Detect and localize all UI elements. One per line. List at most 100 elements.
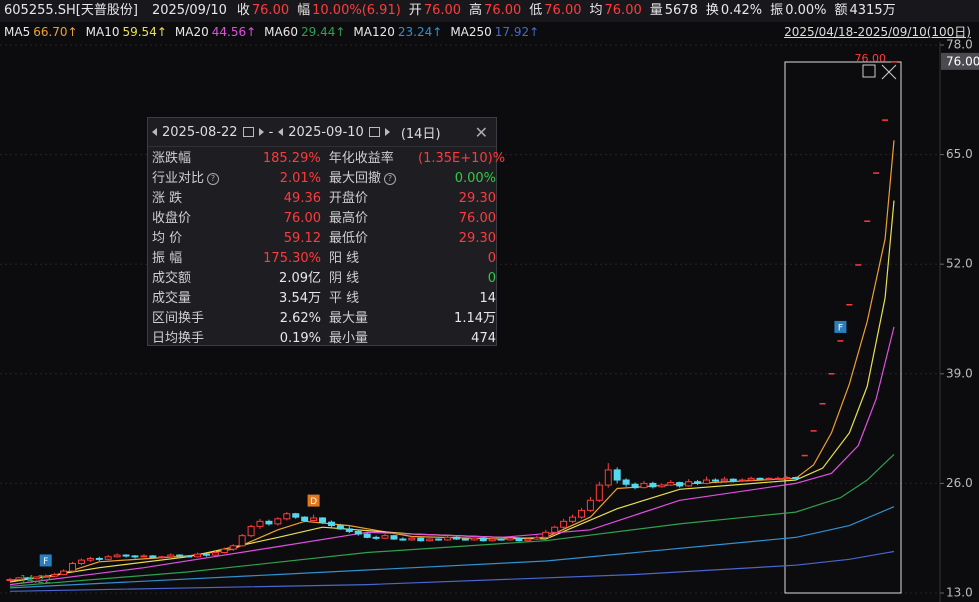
candle-body: [113, 554, 121, 558]
field-label: 量: [649, 3, 663, 18]
end-date[interactable]: 2025-09-10: [288, 124, 364, 140]
ma-label: MA120: [353, 25, 395, 39]
candle-body: [15, 577, 23, 581]
stat-label-text: 成交额: [152, 271, 192, 286]
candle-body: [569, 516, 577, 522]
candle-body: [6, 579, 14, 582]
candle-body: [390, 535, 398, 540]
y-tick-label: 13.0: [946, 586, 973, 600]
stats-row: 均 价 59.12 最低价 29.30: [148, 229, 496, 249]
candle-body: [408, 537, 416, 541]
stats-row: 行业对比? 2.01% 最大回撤? 0.00%: [148, 169, 496, 189]
marker-box: [307, 494, 320, 507]
candle-body: [77, 559, 85, 564]
stat-label-text: 区间换手: [152, 311, 205, 326]
ma-value: 17.92↑: [494, 25, 540, 39]
candle-body: [42, 575, 50, 578]
calendar[interactable]: [368, 127, 380, 137]
stat-value: 3.54万: [279, 291, 321, 306]
candle-body: [247, 525, 255, 537]
panel-header: 2025-08-22 - 2025-09-10 (14日) ✕: [148, 118, 496, 147]
marker-label: D: [310, 497, 317, 507]
stat-value: 474: [471, 331, 496, 346]
stat-label: 平 线: [321, 289, 418, 309]
candle-body: [292, 513, 300, 518]
stat-value: 1.14万: [454, 311, 496, 326]
candle-body: [426, 538, 434, 542]
stat-value: 14: [479, 291, 496, 306]
candle-body: [497, 538, 505, 541]
candle-body: [301, 516, 309, 521]
stat-label-text: 涨跌幅: [152, 151, 192, 166]
ma-line: [9, 453, 895, 587]
stat-label: 年化收益率: [321, 149, 418, 169]
stat-label-text: 最低价: [329, 231, 369, 246]
ma-label: MA60: [264, 25, 298, 39]
candle-body: [104, 556, 112, 560]
candle-body: [33, 576, 41, 580]
y-tick-label: 26.0: [946, 476, 973, 490]
ma-value: 66.70↑: [33, 25, 78, 39]
candle-body: [631, 483, 639, 489]
ma-value: 59.54↑: [122, 25, 167, 39]
y-tick-label: 78.0: [946, 38, 973, 52]
min-label: 14.22: [20, 573, 52, 586]
range-label[interactable]: 2025/04/18-2025/09/10(100日): [784, 25, 971, 39]
candle-body: [542, 531, 550, 538]
ma-label: MA5: [4, 25, 31, 39]
close-button[interactable]: ✕: [474, 122, 488, 142]
candle-body: [640, 482, 648, 489]
candle-body: [60, 570, 68, 575]
stats-rows: 涨跌幅 185.29% 年化收益率 (1.35E+10)% 行业对比? 2.01% 最大回撤…: [148, 147, 506, 349]
candle-body: [229, 545, 237, 550]
ma-value: 23.24↑: [397, 25, 443, 39]
ma-line: [9, 200, 895, 583]
candle-body: [51, 573, 59, 577]
candle-body: [694, 481, 702, 484]
field-value: 5678: [664, 3, 698, 18]
y-tick-label: 52.0: [946, 257, 973, 271]
stat-value: 59.12: [283, 231, 321, 246]
candle-body: [765, 477, 773, 480]
candle-body: [720, 478, 728, 482]
candle-body: [274, 518, 282, 525]
field-value: 76.00: [604, 3, 642, 18]
field-label: 收: [236, 3, 250, 18]
stats-row: 收盘价 76.00 最高价 76.00: [148, 209, 496, 229]
stat-label-text: 最小量: [329, 331, 369, 346]
stat-value: 175.30%: [263, 251, 321, 266]
calendar[interactable]: [242, 127, 254, 137]
marker-label: F: [838, 323, 843, 333]
stock-code: 605255.SH[天普股份]: [4, 3, 138, 18]
candle-body: [167, 554, 175, 558]
next[interactable]: [258, 128, 264, 136]
candle-body: [747, 477, 755, 481]
candle-body: [649, 482, 657, 488]
stat-label: 成交额: [148, 269, 232, 289]
prev[interactable]: [278, 128, 284, 136]
prev[interactable]: [152, 128, 157, 136]
candle-body: [158, 556, 166, 559]
stats-row: 涨跌幅 185.29% 年化收益率 (1.35E+10)%: [148, 149, 506, 169]
y-tick-label: 65.0: [946, 147, 973, 161]
next[interactable]: [384, 128, 390, 136]
candle-body: [354, 530, 362, 535]
quote-header: 605255.SH[天普股份] 2025/09/10 收 76.00 幅 10.00%(6…: [0, 0, 979, 22]
stats-panel: 2025-08-22 - 2025-09-10 (14日) ✕ 涨跌幅 185.2…: [147, 117, 506, 349]
stat-label: 最小量: [321, 329, 418, 349]
stat-label-text: 振 幅: [152, 251, 183, 266]
candle-body: [95, 557, 103, 560]
field-label: 开: [408, 3, 422, 18]
field-label: 均: [589, 3, 603, 18]
field-label: 额: [834, 3, 848, 18]
candle-body: [658, 484, 666, 488]
candle-body: [220, 548, 228, 554]
stat-label: 收盘价: [148, 209, 232, 229]
field-label: 高: [469, 3, 483, 18]
start-date[interactable]: 2025-08-22: [162, 124, 238, 140]
stat-value: 49.36: [283, 191, 321, 206]
stat-value: (1.35E+10)%: [418, 151, 506, 166]
stat-value: 0.19%: [279, 331, 321, 346]
info-icon: ?: [207, 172, 220, 185]
